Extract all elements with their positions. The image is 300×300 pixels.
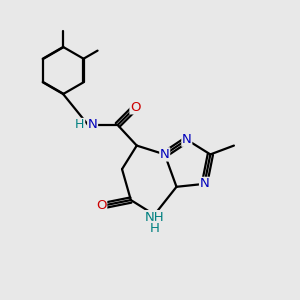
Text: N: N: [200, 177, 209, 190]
Text: O: O: [96, 200, 107, 212]
Text: N: N: [160, 148, 169, 161]
Text: O: O: [130, 101, 140, 114]
Text: H: H: [149, 221, 159, 235]
Text: N: N: [182, 133, 192, 146]
Text: N: N: [88, 118, 98, 131]
Text: H: H: [75, 118, 85, 131]
Text: NH: NH: [145, 211, 164, 224]
